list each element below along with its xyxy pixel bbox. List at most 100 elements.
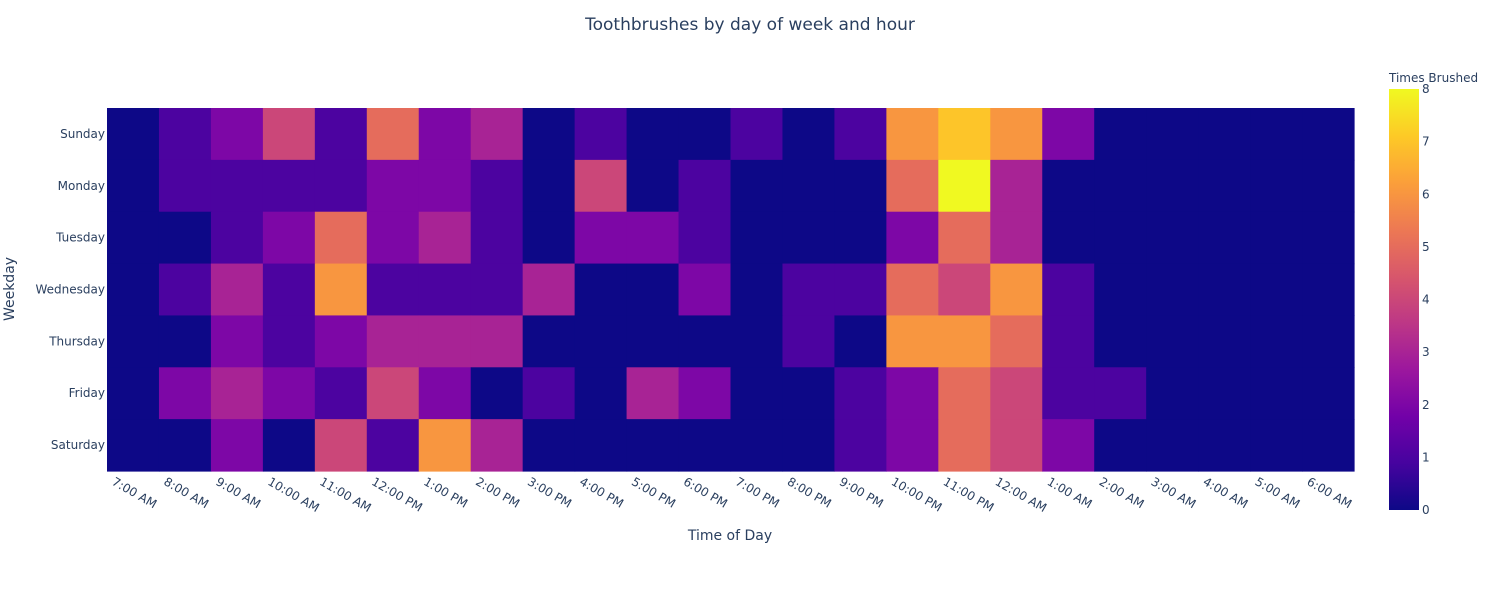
y-tick-label: Tuesday <box>55 231 105 245</box>
heatmap-cell <box>418 159 472 213</box>
heatmap-cell <box>314 211 368 265</box>
heatmap-cell <box>1250 211 1303 265</box>
x-tick-label: 11:00 PM <box>941 474 996 514</box>
heatmap-cell <box>626 108 680 161</box>
heatmap-cell <box>678 159 732 213</box>
heatmap-cell <box>366 315 420 368</box>
heatmap-cell <box>1042 108 1095 161</box>
heatmap-cell <box>1146 263 1199 317</box>
heatmap-cell <box>1094 108 1147 161</box>
heatmap-cell <box>1198 367 1251 420</box>
y-tick-label: Monday <box>58 179 105 193</box>
heatmap-cell <box>418 419 472 472</box>
heatmap-cell <box>262 108 316 161</box>
heatmap-cell <box>470 315 524 368</box>
x-tick-label: 4:00 AM <box>1201 474 1251 511</box>
colorbar-tick-label: 5 <box>1422 240 1430 254</box>
heatmap-cell <box>470 367 524 420</box>
heatmap-cell <box>1198 315 1251 368</box>
heatmap-cell <box>210 315 264 368</box>
x-tick-label: 2:00 PM <box>473 474 522 510</box>
heatmap-cell <box>1198 211 1251 265</box>
colorbar-tick-label: 0 <box>1422 503 1430 517</box>
heatmap-cell <box>678 263 732 317</box>
heatmap-cell <box>886 211 939 265</box>
heatmap-cell <box>626 159 680 213</box>
heatmap-cell <box>210 263 264 317</box>
x-tick-label: 8:00 PM <box>785 474 834 510</box>
heatmap-cell <box>730 159 784 213</box>
heatmap-cell <box>1042 367 1095 420</box>
heatmap-cell <box>158 367 212 420</box>
heatmap-cell <box>1094 315 1147 368</box>
colorbar-title: Times Brushed <box>1388 71 1478 85</box>
heatmap-cell <box>418 367 472 420</box>
heatmap-cell <box>470 159 524 213</box>
heatmap-cell <box>262 263 316 317</box>
heatmap-cell <box>574 263 628 317</box>
heatmap-cell <box>834 159 887 213</box>
y-axis-ticks: Sunday Monday Tuesday Wednesday Thursday Frid… <box>36 127 105 452</box>
heatmap-cell <box>886 108 939 161</box>
heatmap-cell <box>262 419 316 472</box>
heatmap-cell <box>210 419 264 472</box>
heatmap-cell <box>938 315 991 368</box>
heatmap-cell <box>626 419 680 472</box>
colorbar-ticks: 0 1 2 3 4 5 6 7 8 <box>1422 82 1430 517</box>
heatmap-cell <box>1042 315 1095 368</box>
heatmap-cell <box>938 367 991 420</box>
heatmap-cell <box>990 367 1043 420</box>
heatmap-cell <box>678 419 732 472</box>
heatmap-cell <box>418 108 472 161</box>
heatmap-cell <box>626 211 680 265</box>
heatmap-cell <box>574 159 628 213</box>
heatmap-cell <box>262 159 316 213</box>
y-tick-label: Saturday <box>51 438 105 452</box>
x-tick-label: 6:00 PM <box>681 474 730 510</box>
x-tick-label: 10:00 AM <box>265 474 321 515</box>
heatmap-cell <box>366 263 420 317</box>
heatmap-cell <box>886 367 939 420</box>
heatmap-cell <box>782 159 836 213</box>
heatmap-cell <box>522 419 576 472</box>
heatmap-cell <box>262 367 316 420</box>
heatmap-cell <box>1042 159 1095 213</box>
heatmap-cell <box>834 108 887 161</box>
heatmap-cell <box>314 108 368 161</box>
x-tick-label: 8:00 AM <box>161 474 211 511</box>
heatmap-cell <box>1302 315 1355 368</box>
x-tick-label: 12:00 AM <box>993 474 1049 515</box>
heatmap-cell <box>470 211 524 265</box>
heatmap-cell <box>730 419 784 472</box>
heatmap-cell <box>522 211 576 265</box>
x-tick-label: 11:00 AM <box>317 474 373 515</box>
heatmap-cell <box>886 159 939 213</box>
heatmap-cell <box>1302 108 1355 161</box>
heatmap-cell <box>158 315 212 368</box>
heatmap-cell <box>990 419 1043 472</box>
colorbar-tick-label: 8 <box>1422 82 1430 96</box>
heatmap-cell <box>210 367 264 420</box>
heatmap-cell <box>626 263 680 317</box>
heatmap-cell <box>107 108 160 161</box>
heatmap-cell <box>522 315 576 368</box>
x-tick-label: 9:00 PM <box>837 474 886 510</box>
heatmap-cell <box>782 211 836 265</box>
heatmap-cell <box>262 211 316 265</box>
heatmap-cell <box>1146 315 1199 368</box>
x-tick-label: 3:00 PM <box>525 474 574 510</box>
colorbar-tick-label: 6 <box>1422 187 1430 201</box>
heatmap-cell <box>1094 367 1147 420</box>
heatmap-cell <box>1198 419 1251 472</box>
heatmap-cell <box>210 211 264 265</box>
heatmap-cell <box>522 108 576 161</box>
heatmap-cell <box>158 419 212 472</box>
chart-title: Toothbrushes by day of week and hour <box>584 15 915 35</box>
heatmap-cell <box>418 315 472 368</box>
heatmap-cell <box>1042 211 1095 265</box>
heatmap-cell <box>314 159 368 213</box>
heatmap-cell <box>366 108 420 161</box>
x-tick-label: 1:00 AM <box>1045 474 1095 511</box>
